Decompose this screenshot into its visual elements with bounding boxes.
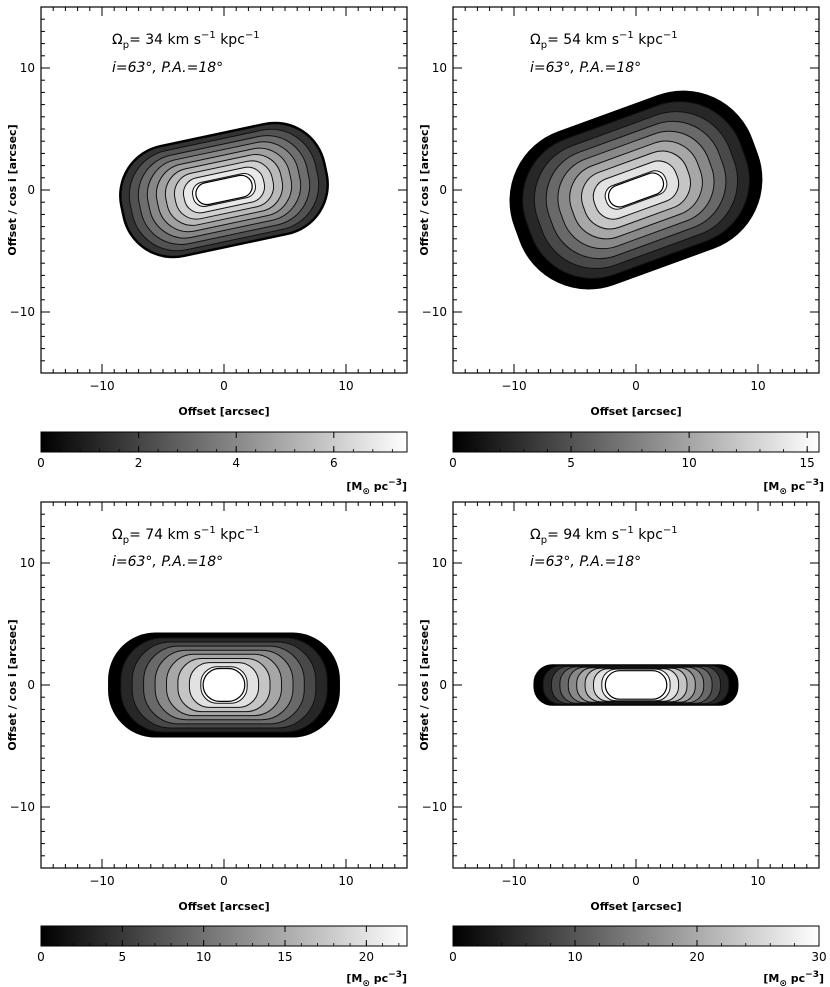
colorbar-units: [M⊙ pc−3] — [346, 478, 407, 497]
panel-1: Ωp= 34 km s−1 kpc−1 i=63°, P.A.=18° −10 0… — [6, 6, 408, 497]
pattern-speed-label: Ωp= 94 km s−1 kpc−1 — [530, 525, 678, 546]
x-tick-labels: −10 0 10 — [89, 379, 353, 393]
y-tick-label: −10 — [422, 800, 447, 814]
x-tick-labels: −10 0 10 — [501, 379, 765, 393]
y-tick-label: 10 — [432, 61, 447, 75]
density-core — [195, 174, 253, 206]
y-axis-label: Offset / cos i [arcsec] — [418, 124, 431, 255]
colorbar-ticks: 0 5 10 15 20 — [37, 926, 400, 964]
y-tick-label: 10 — [432, 556, 447, 570]
colorbar-ticks: 0 2 4 6 — [37, 432, 393, 470]
x-axis-label: Offset [arcsec] — [590, 405, 681, 418]
panel-4: Ωp= 94 km s−1 kpc−1 i=63°, P.A.=18° −10 0… — [418, 501, 827, 987]
pattern-speed-label: Ωp= 54 km s−1 kpc−1 — [530, 30, 678, 51]
y-tick-label: 0 — [27, 678, 35, 692]
density-map — [533, 664, 739, 706]
colorbar-tick-label: 6 — [330, 456, 338, 470]
y-axis-label: Offset / cos i [arcsec] — [418, 619, 431, 750]
colorbar — [40, 431, 408, 453]
density-core — [604, 670, 668, 700]
colorbar-tick-label: 0 — [37, 456, 45, 470]
density-map — [509, 90, 763, 290]
colorbar-ticks: 0 10 20 30 — [449, 926, 827, 964]
colorbar-tick-label: 30 — [811, 950, 826, 964]
y-tick-label: 0 — [27, 183, 35, 197]
inclination-label: i=63°, P.A.=18° — [530, 554, 641, 570]
colorbar — [40, 925, 408, 947]
inclination-label: i=63°, P.A.=18° — [112, 60, 223, 76]
colorbar-tick-label: 20 — [359, 950, 374, 964]
x-tick-labels: −10 0 10 — [89, 874, 353, 888]
y-axis-label: Offset / cos i [arcsec] — [6, 619, 19, 750]
colorbar-tick-label: 0 — [449, 950, 457, 964]
density-core — [607, 172, 665, 208]
x-tick-label: 10 — [338, 874, 353, 888]
y-tick-label: −10 — [422, 305, 447, 319]
x-tick-label: −10 — [501, 379, 526, 393]
colorbar-tick-label: 4 — [232, 456, 240, 470]
x-tick-label: 0 — [220, 379, 228, 393]
colorbar-tick-label: 10 — [567, 950, 582, 964]
x-axis-label: Offset [arcsec] — [590, 900, 681, 913]
y-tick-label: 0 — [439, 678, 447, 692]
colorbar-tick-label: 0 — [37, 950, 45, 964]
x-tick-label: 0 — [632, 379, 640, 393]
y-axis-label: Offset / cos i [arcsec] — [6, 124, 19, 255]
colorbar-units: [M⊙ pc−3] — [346, 970, 407, 987]
axis-ticks — [40, 6, 408, 374]
colorbar-tick-label: 20 — [689, 950, 704, 964]
x-axis-label: Offset [arcsec] — [178, 405, 269, 418]
x-tick-label: 10 — [750, 874, 765, 888]
colorbar-tick-label: 5 — [567, 456, 575, 470]
y-tick-label: −10 — [10, 305, 35, 319]
y-tick-label: 10 — [20, 556, 35, 570]
colorbar-tick-label: 5 — [119, 950, 127, 964]
axis-ticks — [452, 501, 820, 869]
x-tick-label: 10 — [750, 379, 765, 393]
x-tick-label: −10 — [501, 874, 526, 888]
x-tick-label: 10 — [338, 379, 353, 393]
y-tick-labels: 10 0 −10 — [10, 61, 35, 319]
colorbar-tick-label: 15 — [277, 950, 292, 964]
colorbar-tick-label: 15 — [800, 456, 815, 470]
colorbar-tick-label: 10 — [196, 950, 211, 964]
colorbar — [452, 925, 820, 947]
axis-ticks — [40, 501, 408, 869]
x-tick-label: 0 — [632, 874, 640, 888]
colorbar-units: [M⊙ pc−3] — [763, 970, 824, 987]
colorbar-ticks: 0 5 10 15 — [449, 432, 815, 470]
axis-ticks — [452, 6, 820, 374]
colorbar-tick-label: 0 — [449, 456, 457, 470]
x-axis-label: Offset [arcsec] — [178, 900, 269, 913]
y-tick-labels: 10 0 −10 — [10, 556, 35, 814]
pattern-speed-label: Ωp= 34 km s−1 kpc−1 — [112, 30, 260, 51]
x-tick-label: −10 — [89, 874, 114, 888]
panel-3: Ωp= 74 km s−1 kpc−1 i=63°, P.A.=18° −10 0… — [6, 501, 408, 987]
panel-2: Ωp= 54 km s−1 kpc−1 i=63°, P.A.=18° −10 0… — [418, 6, 824, 497]
x-tick-label: 0 — [220, 874, 228, 888]
y-tick-label: 0 — [439, 183, 447, 197]
pattern-speed-label: Ωp= 74 km s−1 kpc−1 — [112, 525, 260, 546]
x-tick-labels: −10 0 10 — [501, 874, 765, 888]
colorbar-units: [M⊙ pc−3] — [763, 478, 824, 497]
y-tick-label: −10 — [10, 800, 35, 814]
density-map — [108, 632, 340, 738]
y-tick-label: 10 — [20, 61, 35, 75]
inclination-label: i=63°, P.A.=18° — [530, 60, 641, 76]
y-tick-labels: 10 0 −10 — [422, 61, 447, 319]
colorbar — [452, 431, 820, 453]
inclination-label: i=63°, P.A.=18° — [112, 554, 223, 570]
y-tick-labels: 10 0 −10 — [422, 556, 447, 814]
colorbar-tick-label: 2 — [135, 456, 143, 470]
density-core — [202, 667, 246, 703]
x-tick-label: −10 — [89, 379, 114, 393]
colorbar-tick-label: 10 — [681, 456, 696, 470]
density-map — [119, 121, 329, 259]
